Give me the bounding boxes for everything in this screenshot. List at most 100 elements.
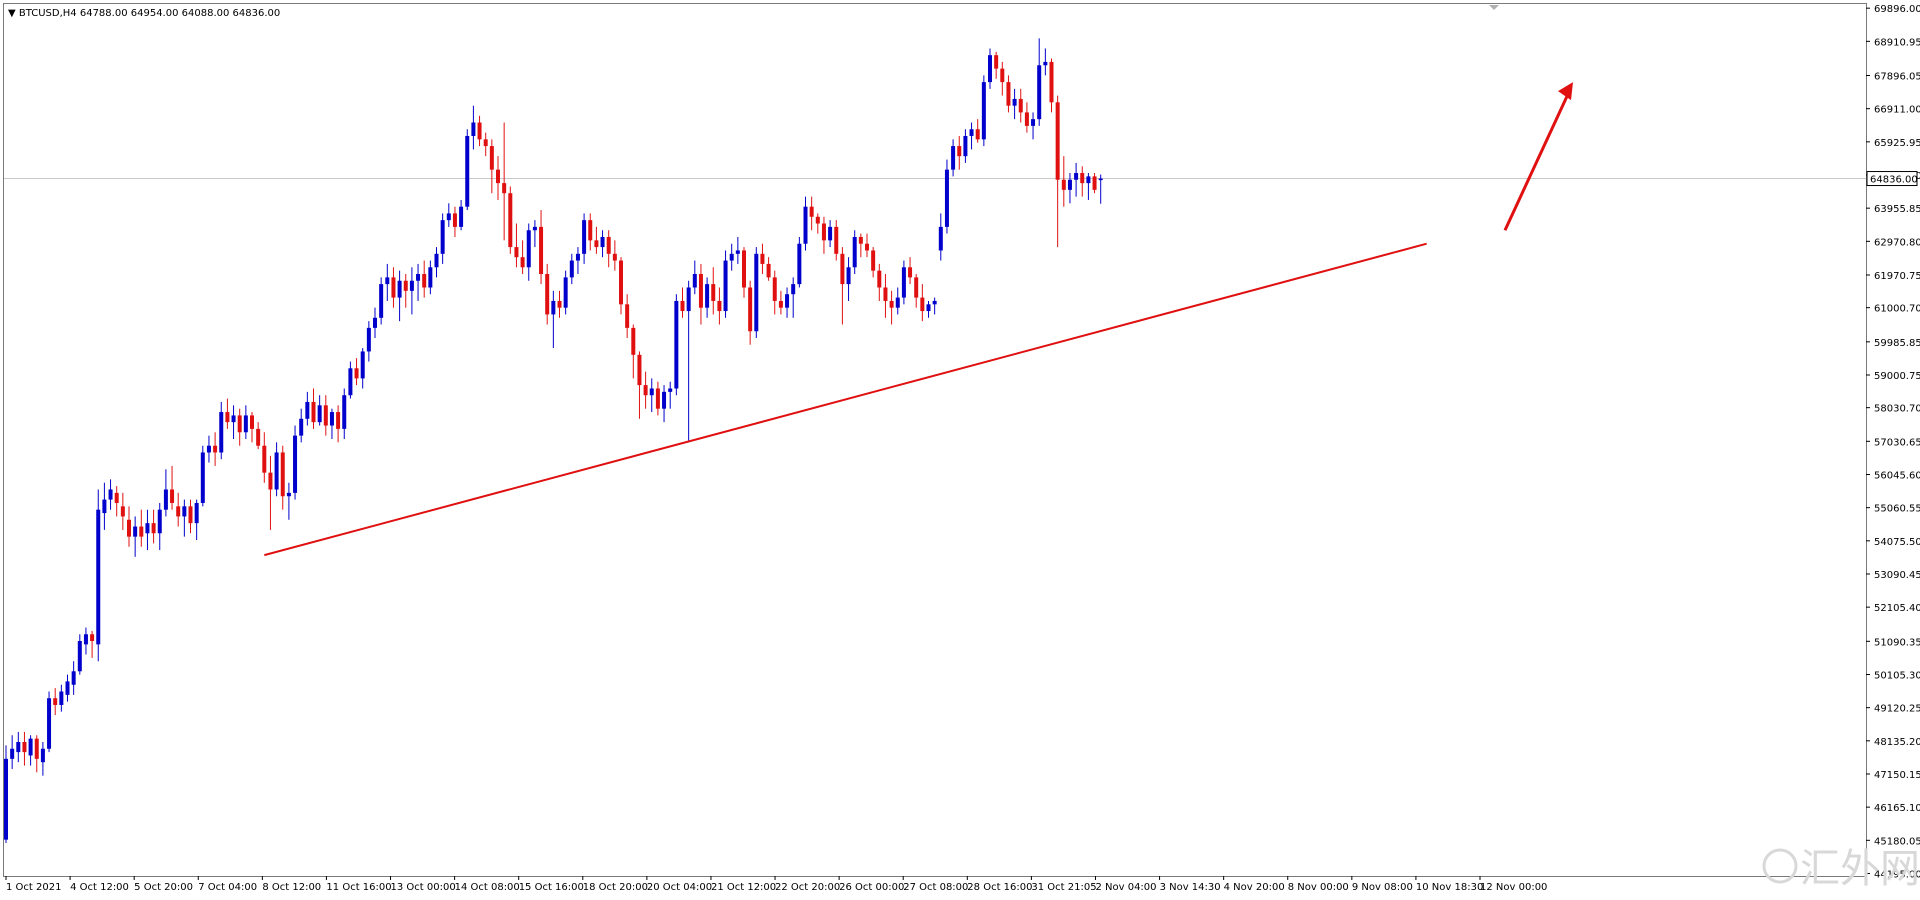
candle-body bbox=[932, 300, 937, 305]
x-tick-label: 14 Oct 08:00 bbox=[455, 882, 520, 893]
candle-body bbox=[317, 405, 322, 423]
candle-body bbox=[815, 216, 820, 224]
time-axis[interactable]: 1 Oct 2021 4 Oct 12:00 5 Oct 20:00 7 Oct 04… bbox=[5, 876, 1547, 893]
x-tick-label: 9 Nov 08:00 bbox=[1352, 882, 1413, 893]
candle-body bbox=[772, 277, 777, 301]
arrow-shaft[interactable] bbox=[1503, 93, 1570, 231]
candle-body bbox=[47, 698, 52, 749]
candle-body bbox=[526, 230, 531, 268]
y-tick-label: 59000.75 bbox=[1874, 371, 1920, 382]
candle-body bbox=[1006, 82, 1011, 106]
candle-body bbox=[10, 748, 15, 759]
x-tick-label: 11 Oct 16:00 bbox=[326, 882, 391, 893]
candle-body bbox=[871, 250, 876, 271]
candle-body bbox=[1018, 98, 1023, 113]
candle-body bbox=[668, 388, 673, 392]
x-tick-label: 12 Nov 00:00 bbox=[1480, 882, 1547, 893]
candle-body bbox=[803, 206, 808, 244]
candle-body bbox=[219, 412, 224, 453]
candle-body bbox=[969, 129, 974, 136]
candle-body bbox=[157, 509, 162, 534]
candle-body bbox=[496, 169, 500, 184]
candle-body bbox=[944, 169, 949, 227]
y-tick-label: 52105.40 bbox=[1874, 603, 1920, 614]
current-price-label: 64836.00 bbox=[1870, 175, 1918, 186]
candle-body bbox=[588, 220, 593, 241]
y-tick-label: 68910.95 bbox=[1874, 37, 1920, 48]
candle-body bbox=[532, 226, 537, 231]
candle-body bbox=[206, 445, 211, 453]
candle-body bbox=[840, 253, 845, 285]
candle-body bbox=[409, 280, 414, 291]
candle-body bbox=[40, 748, 45, 763]
y-tick-label: 57030.65 bbox=[1874, 437, 1920, 448]
y-tick-label: 66911.00 bbox=[1874, 105, 1920, 116]
candle-body bbox=[170, 489, 175, 503]
candle-body bbox=[735, 250, 740, 254]
candle-body bbox=[305, 401, 310, 419]
y-tick-label: 53090.45 bbox=[1874, 570, 1920, 581]
price-axis[interactable]: 69896.00 68910.95 67896.05 66911.00 65925.95… bbox=[1866, 4, 1920, 880]
candle-body bbox=[59, 691, 64, 705]
candle-body bbox=[557, 300, 562, 308]
current-price-tag: 64836.00 bbox=[1866, 171, 1918, 187]
x-tick-label: 4 Nov 20:00 bbox=[1224, 882, 1285, 893]
symbol-triangle-icon: ▼ bbox=[8, 8, 19, 19]
x-tick-label: 18 Oct 20:00 bbox=[583, 882, 648, 893]
watermark-text: 汇外网 bbox=[1800, 846, 1920, 892]
candle-body bbox=[569, 260, 574, 278]
candle-body bbox=[662, 391, 667, 409]
candle-body bbox=[828, 226, 833, 241]
candle-body bbox=[342, 395, 347, 429]
candle-body bbox=[22, 742, 27, 753]
current-price-box bbox=[1866, 171, 1918, 187]
candle-body bbox=[133, 526, 138, 537]
candle-body bbox=[821, 223, 826, 241]
y-tick-label: 50105.30 bbox=[1874, 670, 1920, 681]
candle-body bbox=[612, 253, 617, 261]
candle-body bbox=[994, 55, 999, 69]
x-tick-label: 21 Oct 12:00 bbox=[711, 882, 776, 893]
candle-body bbox=[606, 236, 611, 254]
y-tick-label: 65925.95 bbox=[1874, 138, 1920, 149]
y-tick-label: 44195.00 bbox=[1874, 869, 1920, 880]
candle-body bbox=[649, 388, 654, 396]
candle-body bbox=[680, 300, 685, 312]
candle-body bbox=[16, 742, 21, 753]
candle-body bbox=[655, 388, 660, 409]
x-tick-label: 1 Oct 2021 bbox=[6, 882, 61, 893]
candle-body bbox=[809, 206, 814, 217]
candle-body bbox=[514, 247, 519, 258]
candle-body bbox=[791, 284, 796, 295]
candle-body bbox=[754, 253, 759, 332]
candle-body bbox=[729, 253, 734, 261]
watermark: 汇外网 bbox=[1762, 846, 1920, 892]
candlestick-series bbox=[4, 38, 1103, 844]
candle-body bbox=[698, 274, 703, 308]
x-tick-label: 4 Oct 12:00 bbox=[70, 882, 129, 893]
candle-body bbox=[760, 253, 765, 264]
arrow-up-icon bbox=[1558, 82, 1573, 101]
candle-body bbox=[975, 129, 980, 140]
y-tick-label: 46165.10 bbox=[1874, 803, 1920, 814]
candle-body bbox=[127, 519, 131, 537]
candle-body bbox=[139, 526, 144, 537]
candle-body bbox=[213, 445, 218, 453]
candle-body bbox=[397, 280, 402, 298]
candle-body bbox=[502, 183, 507, 194]
support-trendline[interactable] bbox=[264, 242, 1427, 557]
candle-body bbox=[4, 758, 8, 840]
candle-body bbox=[422, 274, 427, 288]
y-tick-label: 67896.05 bbox=[1874, 72, 1920, 83]
candle-body bbox=[373, 317, 377, 328]
y-tick-label: 62970.80 bbox=[1874, 237, 1920, 248]
candle-body bbox=[637, 354, 642, 386]
y-tick-label: 48135.20 bbox=[1874, 737, 1920, 748]
x-tick-label: 28 Oct 16:00 bbox=[967, 882, 1032, 893]
scroll-marker-icon[interactable] bbox=[1489, 5, 1499, 10]
x-tick-label: 26 Oct 00:00 bbox=[839, 882, 904, 893]
candle-body bbox=[858, 236, 863, 244]
candle-body bbox=[182, 506, 187, 517]
symbol-ohlc-text: BTCUSD,H4 64788.00 64954.00 64088.00 648… bbox=[19, 8, 280, 19]
